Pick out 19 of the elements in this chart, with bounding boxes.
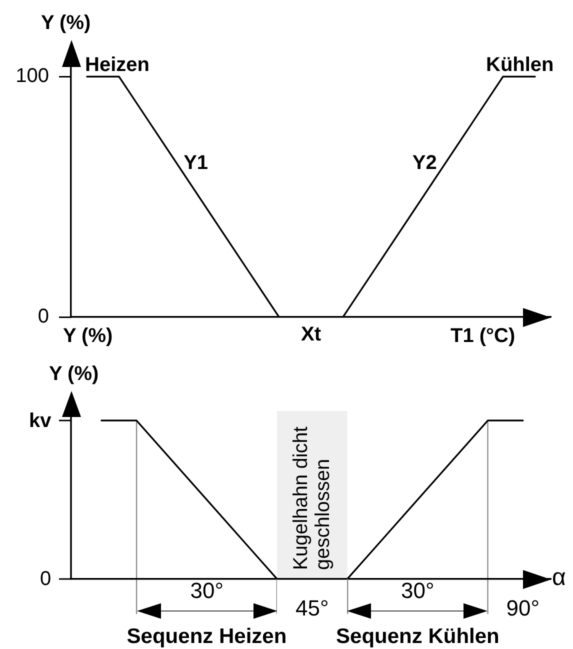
series-label: Y2: [412, 152, 437, 174]
y-tick-label: 100: [16, 65, 49, 88]
text: Sequenz Kühlen: [336, 625, 500, 648]
x-tick-label: 45°: [296, 595, 329, 620]
annotation: Heizen: [85, 54, 150, 76]
annotation: 30°: [190, 578, 224, 604]
y-axis-title: Y (%): [41, 12, 91, 34]
x-tick-label: Xt: [301, 324, 322, 346]
annotation: 30°: [401, 578, 434, 604]
text: kv: [29, 410, 52, 432]
y-axis-title: Y (%): [49, 362, 99, 384]
series-label: Y1: [184, 152, 208, 174]
x-tick-label: 90°: [506, 595, 540, 620]
x-axis-title: α: [552, 564, 566, 592]
x-axis-title: T1 (°C): [450, 325, 516, 347]
band-label: Kugelhahn dicht geschlossen: [290, 426, 334, 570]
text: Sequenz Heizen: [126, 625, 287, 648]
annotation: Kühlen: [486, 54, 554, 76]
text: Y (%): [63, 325, 113, 347]
